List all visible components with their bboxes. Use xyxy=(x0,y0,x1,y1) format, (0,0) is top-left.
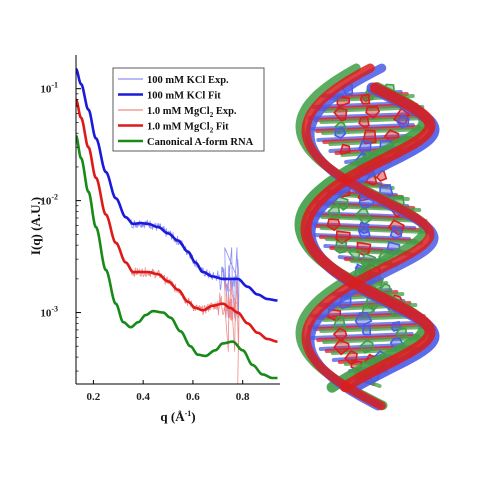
base-pair xyxy=(316,334,420,342)
base-pair xyxy=(319,226,429,234)
x-tick-label: 0.8 xyxy=(236,391,250,403)
series-line-5 xyxy=(76,134,279,380)
saxs-plot: 0.2 0.4 0.6 0.8 10-1 10-2 10-3 q (Å-1) I(q) (… xyxy=(28,55,280,424)
x-axis-title-exp: -1 xyxy=(185,409,192,418)
x-ticks: 0.2 0.4 0.6 0.8 xyxy=(87,380,250,403)
nucleotide xyxy=(389,225,403,240)
legend-label-5: Canonical A-form RNA xyxy=(147,137,254,148)
x-tick-label: 0.4 xyxy=(136,391,150,403)
series-layer xyxy=(76,67,279,384)
rna-structure-illustration xyxy=(294,63,440,411)
nucleotide xyxy=(395,326,408,340)
nucleotide xyxy=(327,204,341,219)
nucleotide xyxy=(358,139,372,153)
x-axis-title-close: ) xyxy=(191,409,195,424)
base-pair xyxy=(307,321,417,329)
legend-label-2: 100 mM KCl Fit xyxy=(147,91,221,102)
nucleotide xyxy=(333,338,350,356)
base-pair xyxy=(313,323,423,331)
nucleotide xyxy=(326,218,341,232)
nucleotide xyxy=(395,114,410,129)
nucleotide xyxy=(336,95,351,108)
y-tick-label: 10-1 xyxy=(40,81,58,96)
backbone-ribbon-a-3 xyxy=(300,82,436,393)
y-ticks: 10-1 10-2 10-3 xyxy=(40,81,81,372)
nucleotide xyxy=(332,315,347,330)
nucleotide xyxy=(333,106,348,122)
base-pair xyxy=(322,136,414,144)
series-line-2 xyxy=(76,67,279,302)
base-pair xyxy=(324,237,424,245)
x-axis-title-main: q (Å xyxy=(160,409,185,424)
nucleotide xyxy=(362,129,377,145)
nucleotide xyxy=(375,170,388,182)
series-line-4 xyxy=(76,98,279,343)
nucleotide xyxy=(354,208,372,226)
x-tick-label: 0.2 xyxy=(87,391,101,403)
nucleotide xyxy=(334,126,347,140)
nucleotide xyxy=(339,143,351,155)
x-tick-label: 0.6 xyxy=(186,391,200,403)
nucleotide xyxy=(358,116,370,129)
nucleotide xyxy=(359,339,374,354)
legend-label-3: 1.0 mM MgCl2 Exp. xyxy=(147,106,237,119)
backbone-ribbon-b-3 xyxy=(301,63,435,411)
nucleotide xyxy=(334,240,348,254)
y-tick-label: 10-2 xyxy=(40,193,58,208)
base-pair xyxy=(316,134,408,142)
y-tick-label: 10-3 xyxy=(40,305,58,320)
rna-ribbons xyxy=(294,63,440,411)
nucleotide xyxy=(354,311,373,329)
nucleotide xyxy=(365,105,381,119)
legend-label-1: 100 mM KCl Exp. xyxy=(147,75,229,86)
nucleotide xyxy=(362,324,372,336)
base-pair xyxy=(309,123,415,131)
nucleotide xyxy=(348,247,362,261)
legend-entries: 100 mM KCl Exp. 100 mM KCl Fit 1.0 mM MgCl… xyxy=(118,75,254,148)
nucleotide xyxy=(358,226,371,240)
base-pair xyxy=(310,332,414,340)
nucleotide xyxy=(359,93,371,105)
legend: 100 mM KCl Exp. 100 mM KCl Fit 1.0 mM MgCl… xyxy=(112,67,265,152)
legend-label-4: 1.0 mM MgCl2 Fit xyxy=(147,122,229,135)
y-axis-title: I(q) (A.U.) xyxy=(28,197,43,255)
x-axis-title: q (Å-1) xyxy=(160,409,195,424)
